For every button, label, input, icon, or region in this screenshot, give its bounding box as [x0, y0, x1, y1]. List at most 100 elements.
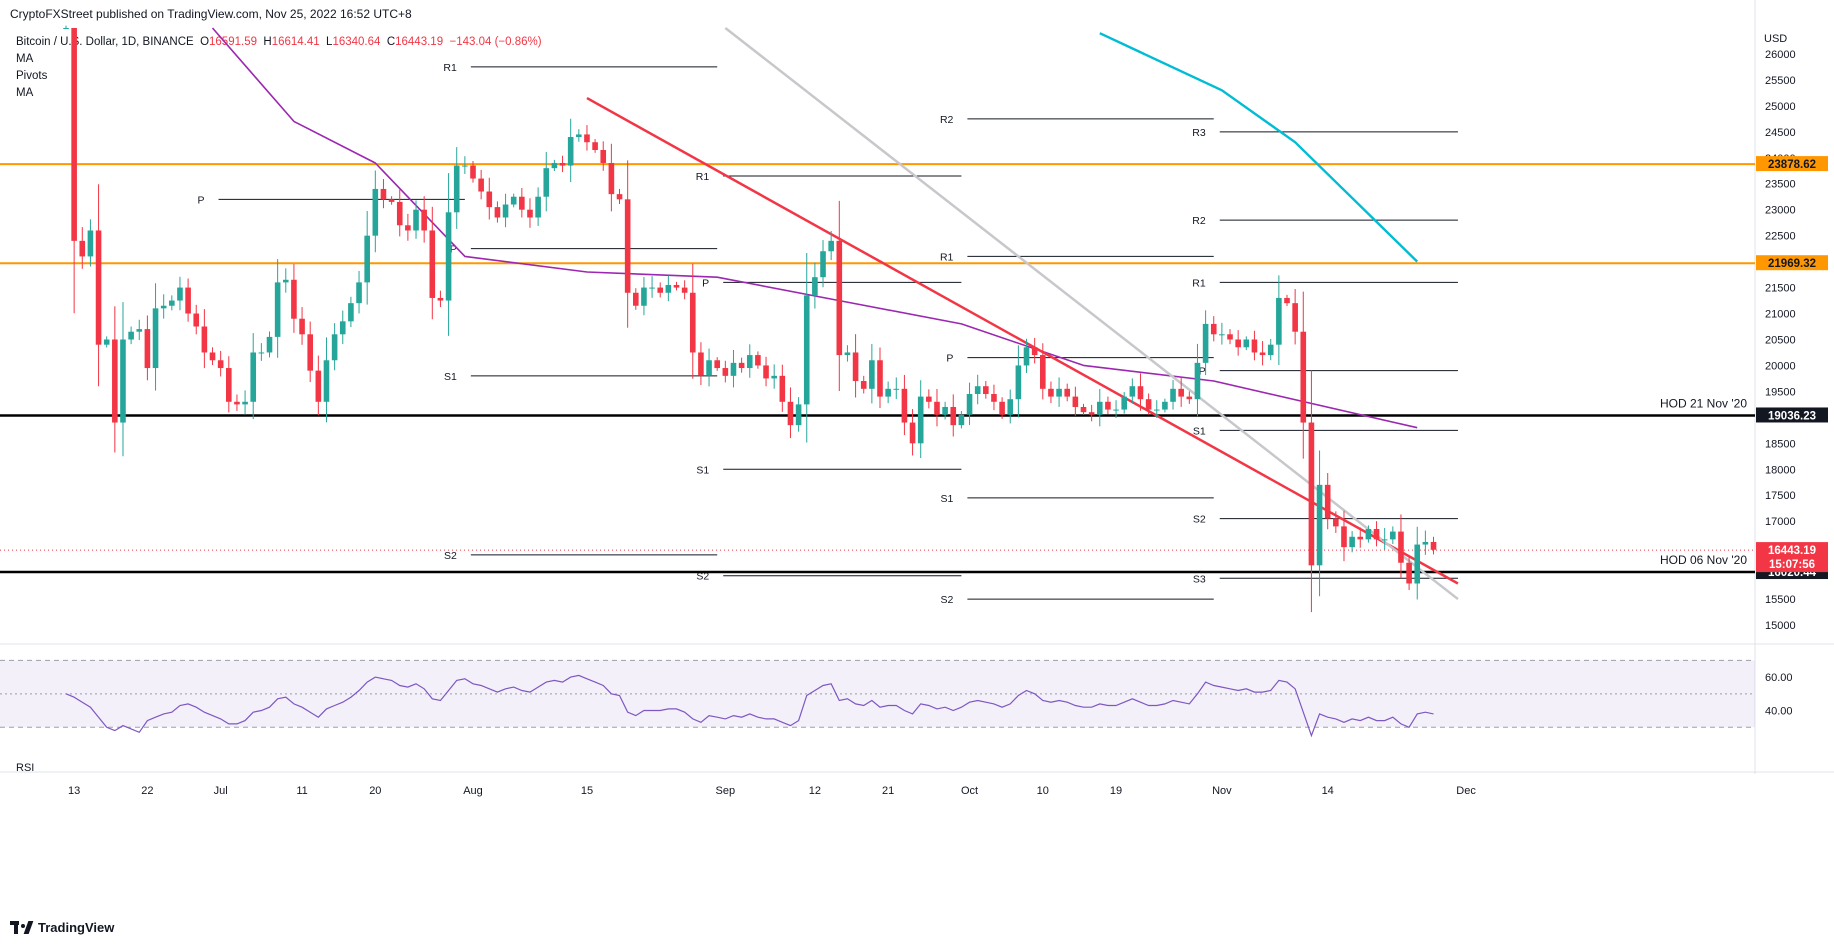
y-tick-label: 20500	[1765, 334, 1796, 346]
candle-body	[193, 313, 200, 327]
pivot-label: S1	[696, 464, 709, 476]
ma-slow-line	[1099, 32, 1419, 263]
candle-body	[1186, 396, 1193, 400]
candle-body	[1406, 562, 1412, 584]
candle-body	[421, 209, 427, 231]
rsi-pane-label: RSI	[16, 762, 35, 774]
candle-body	[771, 375, 777, 379]
candle-body	[820, 251, 826, 278]
candle-body	[266, 336, 273, 353]
indicator-ma-slow[interactable]: MA	[16, 87, 34, 99]
rsi-pane: 40.00 60.00	[0, 659, 1793, 738]
candle-body	[1349, 536, 1355, 548]
pivot-label: S2	[444, 550, 457, 562]
candle-body	[1357, 536, 1364, 540]
candle-body	[966, 394, 973, 415]
candle-body	[1276, 297, 1282, 345]
candle-body	[706, 360, 712, 376]
candle-body	[1072, 396, 1079, 407]
candle-body	[380, 188, 387, 200]
pivot-label: S1	[1193, 425, 1206, 437]
candle-body	[893, 388, 900, 390]
candle-body	[1023, 347, 1030, 366]
candles	[63, 25, 1437, 613]
candle-body	[877, 360, 883, 397]
candle-body	[633, 292, 639, 306]
candle-body	[307, 334, 313, 371]
indicator-ma-fast[interactable]: MA	[16, 53, 34, 65]
candle-body	[543, 168, 550, 197]
x-tick-label: 10	[1037, 785, 1049, 797]
candle-body	[689, 292, 696, 353]
candle-body	[1316, 484, 1323, 566]
x-tick-label: Dec	[1456, 785, 1476, 797]
price-badges: 23878.6221969.3219036.2316020.4416443.19…	[1756, 156, 1828, 580]
pivot-label: R1	[443, 62, 457, 74]
tradingview-logo[interactable]: TradingView	[10, 920, 114, 935]
candle-body	[1162, 401, 1168, 410]
tradingview-logo-icon	[10, 921, 34, 934]
candle-body	[136, 329, 143, 332]
x-tick-label: 13	[68, 785, 80, 797]
candle-body	[486, 191, 493, 208]
candle-body	[1007, 399, 1014, 415]
candle-body	[282, 279, 289, 283]
candle-body	[1178, 388, 1184, 397]
candle-body	[1137, 386, 1144, 400]
candle-body	[1121, 396, 1127, 410]
chart-legend: Bitcoin / U.S. Dollar, 1D, BINANCE O1659…	[16, 34, 542, 102]
pivot-label: P	[946, 353, 953, 365]
candle-body	[1284, 297, 1290, 304]
candle-body	[1219, 334, 1225, 336]
candle-body	[95, 230, 102, 345]
candle-body	[779, 375, 786, 402]
candle-body	[1210, 323, 1217, 335]
candle-body	[576, 134, 582, 138]
x-tick-label: 15	[581, 785, 593, 797]
indicator-pivots[interactable]: Pivots	[16, 70, 48, 82]
candle-body	[209, 352, 216, 361]
current-price-badge-countdown: 15:07:56	[1769, 559, 1815, 571]
trend-line-gray	[724, 27, 1459, 601]
candle-body	[1194, 362, 1201, 400]
candle-body	[657, 287, 664, 293]
candle-body	[242, 401, 248, 405]
candle-body	[624, 199, 631, 293]
candle-body	[258, 352, 265, 354]
candle-body	[795, 404, 802, 426]
candle-body	[608, 162, 615, 195]
candle-body	[787, 401, 794, 426]
candle-body	[869, 360, 875, 389]
candle-body	[527, 209, 533, 218]
symbol-name[interactable]: Bitcoin / U.S. Dollar, 1D, BINANCE	[16, 36, 194, 48]
candle-body	[1235, 339, 1241, 348]
candle-body	[852, 352, 859, 382]
candle-body	[388, 199, 395, 202]
candle-body	[405, 225, 411, 231]
grid	[0, 0, 1834, 774]
y-tick-label: 20000	[1765, 360, 1796, 372]
candle-body	[234, 401, 240, 405]
candle-body	[494, 207, 501, 218]
tradingview-brand: TradingView	[38, 920, 115, 935]
candle-body	[812, 277, 818, 296]
pivot-label: P	[1199, 366, 1206, 378]
x-tick-label: 20	[369, 785, 381, 797]
y-tick-label: 25500	[1765, 75, 1796, 87]
low-value: 16340.64	[332, 36, 381, 48]
candle-body	[1398, 531, 1404, 563]
x-tick-label: 14	[1322, 785, 1334, 797]
pivot-label: S2	[696, 571, 709, 583]
candle-body	[722, 368, 729, 376]
candle-body	[462, 165, 468, 167]
candle-body	[730, 362, 737, 376]
candle-body	[87, 230, 94, 257]
rsi-tick-label: 60.00	[1765, 672, 1793, 684]
ohlc-row: Bitcoin / U.S. Dollar, 1D, BINANCE O1659…	[16, 34, 542, 51]
open-label: O	[200, 36, 210, 48]
candle-body	[746, 355, 753, 369]
candle-body	[1048, 388, 1054, 397]
pivot-label: R2	[940, 114, 954, 126]
y-tick-label: 24500	[1765, 127, 1796, 139]
